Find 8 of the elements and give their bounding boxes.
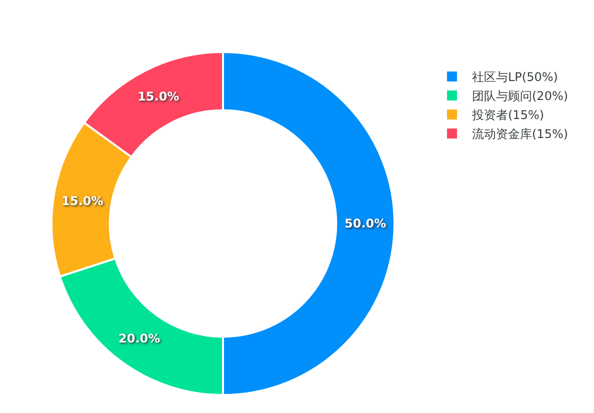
legend-label: 投资者(15%) <box>471 108 544 122</box>
legend-label: 团队与顾问(20%) <box>472 89 568 104</box>
data-label: 20.0% <box>118 332 160 346</box>
legend-label: 流动资金库(15%) <box>472 127 568 142</box>
data-label: 15.0% <box>138 90 180 104</box>
data-label: 15.0% <box>62 194 104 208</box>
legend-label: 社区与LP(50%) <box>472 70 558 84</box>
data-label: 50.0% <box>344 216 386 230</box>
